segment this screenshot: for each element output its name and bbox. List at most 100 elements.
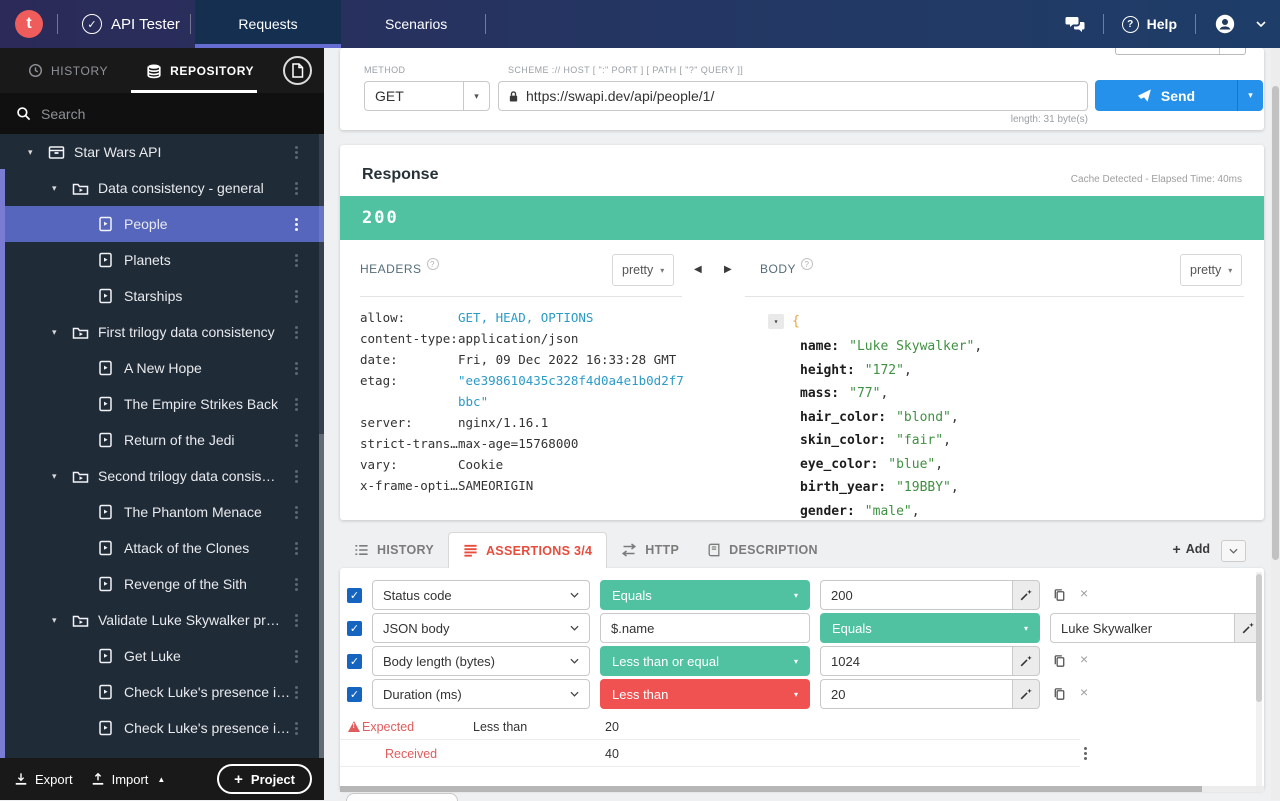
tree-item[interactable]: ▾ Return of the Jedi (0, 422, 324, 458)
environment-selector-partial[interactable] (1115, 48, 1246, 55)
feedback-chat-icon[interactable] (1065, 16, 1085, 33)
tree-item[interactable]: ▾ Data consistency - general (0, 170, 324, 206)
magic-wand-button[interactable] (1012, 679, 1040, 709)
duplicate-assertion-button[interactable] (1052, 587, 1067, 603)
tree-item[interactable]: ▾ Get Luke (0, 638, 324, 674)
expand-caret-icon[interactable]: ▾ (52, 182, 57, 193)
help-button[interactable]: ? Help (1121, 15, 1177, 33)
new-tab-button[interactable] (283, 56, 312, 85)
tree-item[interactable]: ▾ Planets (0, 242, 324, 278)
item-menu-kebab-icon[interactable] (295, 218, 298, 233)
assertion-operator-select[interactable]: Less than ▾ (600, 679, 810, 709)
expand-caret-icon[interactable]: ▾ (28, 146, 33, 157)
assertion-source-select[interactable]: Duration (ms) (372, 679, 590, 709)
expand-caret-icon[interactable]: ▾ (52, 614, 57, 625)
assertion-value-input[interactable]: Luke Skywalker (1050, 613, 1234, 643)
body-view-mode-select[interactable]: pretty ▾ (1180, 254, 1243, 286)
assertion-source-select[interactable]: Body length (bytes) (372, 646, 590, 676)
export-button[interactable]: Export (14, 772, 73, 787)
tab-assertions[interactable]: ASSERTIONS 3/4 (447, 532, 608, 568)
tree-item[interactable]: ▾ Second trilogy data consis… (0, 458, 324, 494)
assertion-operator-select[interactable]: Equals ▾ (820, 613, 1040, 643)
header-value[interactable]: max-age=15768000 (458, 436, 579, 451)
search-input[interactable] (41, 105, 261, 122)
magic-wand-button[interactable] (1012, 646, 1040, 676)
item-menu-kebab-icon[interactable] (295, 290, 298, 305)
assertion-value-input[interactable]: 200 (820, 580, 1012, 610)
assertion-source-select[interactable]: Status code (372, 580, 590, 610)
item-menu-kebab-icon[interactable] (295, 146, 298, 161)
header-value[interactable]: application/json (458, 331, 579, 346)
header-value[interactable]: nginx/1.16.1 (458, 415, 549, 430)
assertion-checkbox[interactable]: ✓ (347, 687, 362, 702)
assertion-path-input[interactable]: $.name (600, 613, 810, 643)
tree-item[interactable]: ▾ Validate Luke Skywalker pr… (0, 602, 324, 638)
assertion-operator-select[interactable]: Less than or equal ▾ (600, 646, 810, 676)
tree-item[interactable]: ▾ Attack of the Clones (0, 530, 324, 566)
add-assertion-button[interactable]: + Add (1172, 541, 1211, 557)
item-menu-kebab-icon[interactable] (295, 470, 298, 485)
account-menu-chevron-icon[interactable] (1256, 21, 1266, 27)
item-menu-kebab-icon[interactable] (295, 722, 298, 737)
app-logo[interactable]: t (15, 10, 43, 38)
tree-item[interactable]: ▾ Revenge of the Sith (0, 566, 324, 602)
header-value[interactable]: Fri, 09 Dec 2022 16:33:28 GMT (458, 352, 677, 367)
remove-assertion-button[interactable]: × (1080, 651, 1089, 667)
collapse-panel-button[interactable] (1221, 540, 1246, 562)
tree-item[interactable]: ▾ First trilogy data consistency (0, 314, 324, 350)
expand-caret-icon[interactable]: ▾ (52, 326, 57, 337)
tab-description[interactable]: DESCRIPTION (693, 532, 832, 568)
tree-item[interactable]: ▾ A New Hope (0, 350, 324, 386)
item-menu-kebab-icon[interactable] (295, 182, 298, 197)
item-menu-kebab-icon[interactable] (295, 614, 298, 629)
page-scrollbar[interactable] (1271, 48, 1280, 800)
assertion-checkbox[interactable]: ✓ (347, 654, 362, 669)
nav-tab-requests[interactable]: Requests (195, 0, 341, 48)
import-button[interactable]: Import ▲ (91, 772, 165, 787)
tree-item[interactable]: ▾ Star Wars API (0, 134, 324, 170)
item-menu-kebab-icon[interactable] (295, 542, 298, 557)
collapse-headers-arrow[interactable]: ◀ (694, 264, 702, 275)
remove-assertion-button[interactable]: × (1080, 585, 1089, 601)
help-question-icon[interactable]: ? (801, 258, 814, 270)
expand-caret-icon[interactable]: ▾ (52, 470, 57, 481)
duplicate-assertion-button[interactable] (1052, 686, 1067, 702)
send-options-arrow[interactable]: ▾ (1237, 80, 1263, 111)
tree-item[interactable]: ▾ Starships (0, 278, 324, 314)
header-value[interactable]: "ee398610435c328f4d0a4e1b0d2f7bbc" (458, 373, 684, 409)
tree-item[interactable]: ▾ Check Luke's presence i… (0, 710, 324, 746)
horizontal-scrollbar[interactable] (340, 786, 1264, 792)
assertions-scrollbar[interactable] (1256, 572, 1262, 786)
item-menu-kebab-icon[interactable] (295, 686, 298, 701)
sidebar-scrollbar[interactable] (319, 134, 324, 758)
assertion-value-input[interactable]: 20 (820, 679, 1012, 709)
method-select[interactable]: GET ▾ (364, 81, 490, 111)
account-icon[interactable] (1214, 13, 1236, 35)
help-question-icon[interactable]: ? (426, 258, 439, 270)
tree-item[interactable]: ▾ People (0, 206, 324, 242)
collapse-body-arrow[interactable]: ▶ (724, 264, 732, 275)
item-menu-kebab-icon[interactable] (295, 650, 298, 665)
sidebar-tab-history[interactable]: HISTORY (28, 63, 108, 78)
sidebar-tab-repository[interactable]: REPOSITORY (146, 63, 254, 79)
collapse-json-caret[interactable]: ▾ (768, 314, 784, 329)
new-project-button[interactable]: + Project (217, 764, 312, 794)
header-value[interactable]: SAMEORIGIN (458, 478, 534, 493)
assertion-value-input[interactable]: 1024 (820, 646, 1012, 676)
assertion-checkbox[interactable]: ✓ (347, 588, 362, 603)
item-menu-kebab-icon[interactable] (295, 254, 298, 269)
duplicate-assertion-button[interactable] (1052, 653, 1067, 669)
item-menu-kebab-icon[interactable] (295, 362, 298, 377)
assertion-operator-select[interactable]: Equals ▾ (600, 580, 810, 610)
assertion-checkbox[interactable]: ✓ (347, 621, 362, 636)
tab-http[interactable]: HTTP (607, 532, 693, 568)
headers-view-mode-select[interactable]: pretty ▾ (612, 254, 675, 286)
header-value[interactable]: Cookie (458, 457, 504, 472)
header-value[interactable]: GET, HEAD, OPTIONS (458, 310, 594, 325)
assertion-source-select[interactable]: JSON body (372, 613, 590, 643)
item-menu-kebab-icon[interactable] (295, 434, 298, 449)
tree-item[interactable]: ▾ The Empire Strikes Back (0, 386, 324, 422)
item-menu-kebab-icon[interactable] (295, 578, 298, 593)
nav-tab-scenarios[interactable]: Scenarios (385, 16, 448, 32)
item-menu-kebab-icon[interactable] (295, 506, 298, 521)
